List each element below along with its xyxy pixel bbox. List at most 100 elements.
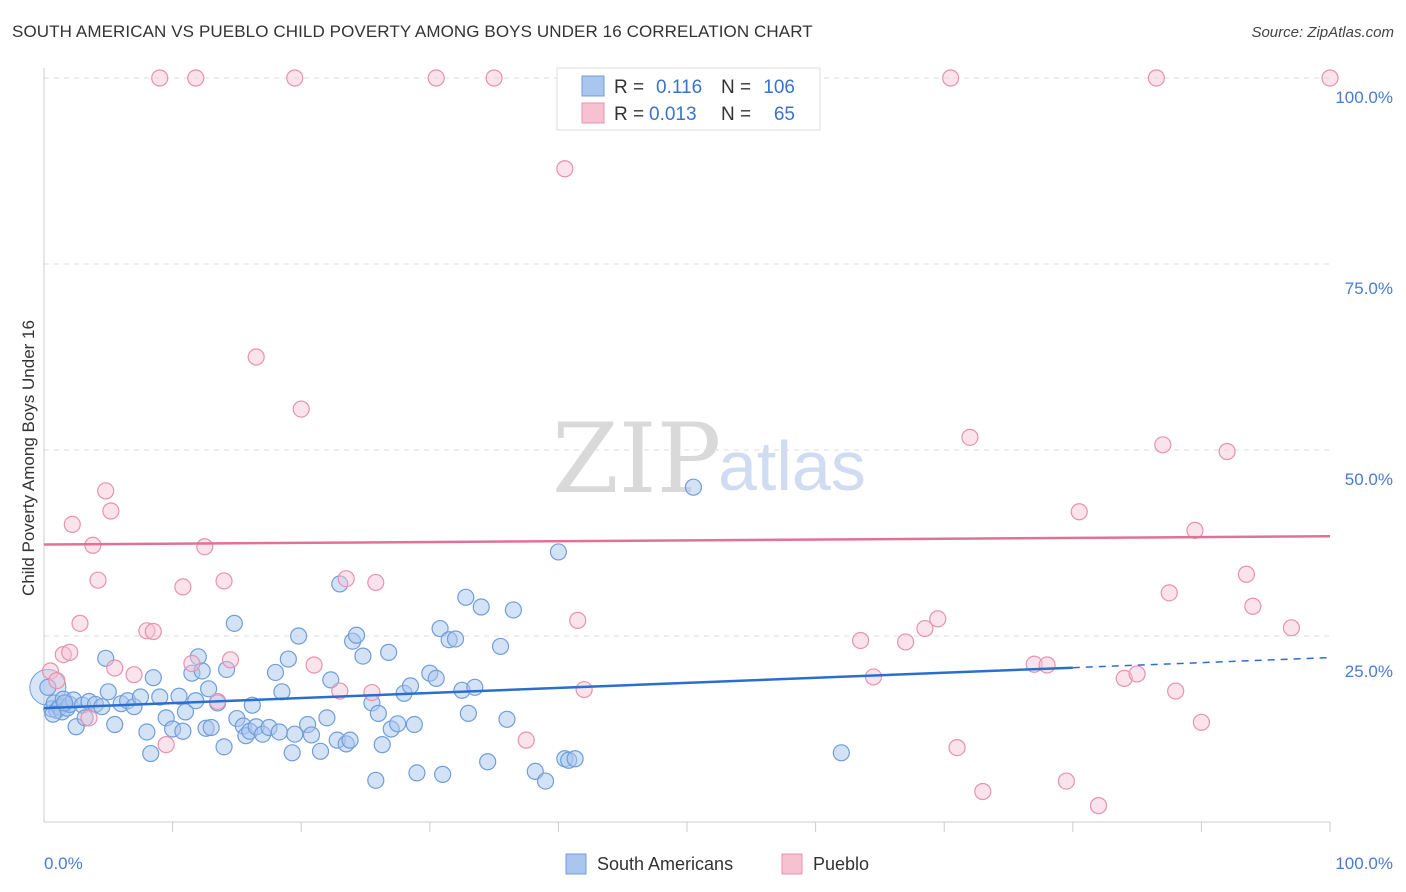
data-point-south-americans xyxy=(200,680,218,698)
data-point-pueblo xyxy=(1167,682,1185,700)
trend-line-south-americans xyxy=(43,666,1073,710)
data-point-pueblo xyxy=(569,611,587,629)
data-point-pueblo xyxy=(292,400,310,418)
data-point-south-americans xyxy=(459,704,477,722)
data-point-south-americans xyxy=(479,753,497,771)
data-point-pueblo xyxy=(187,69,205,87)
data-point-pueblo xyxy=(48,672,66,690)
data-point-south-americans xyxy=(354,647,372,665)
data-point-pueblo xyxy=(305,656,323,674)
y-tick-label-75: 75.0% xyxy=(1345,279,1393,298)
stats-r-value-2: 0.013 xyxy=(649,104,697,125)
data-point-pueblo xyxy=(948,738,966,757)
data-point-south-americans xyxy=(369,704,387,722)
data-point-south-americans xyxy=(131,688,150,706)
stats-n-label-2: N = xyxy=(721,104,751,125)
watermark-atlas: atlas xyxy=(718,427,866,505)
data-point-south-americans xyxy=(290,627,308,645)
data-point-pueblo xyxy=(1057,772,1075,790)
data-point-pueblo xyxy=(151,69,169,87)
legend-swatch-south-americans xyxy=(565,853,587,875)
stats-n-value-2: 65 xyxy=(774,104,795,125)
data-point-south-americans xyxy=(472,598,490,616)
data-point-pueblo xyxy=(427,69,445,87)
data-point-pueblo xyxy=(157,736,175,754)
data-point-pueblo xyxy=(1192,713,1211,731)
x-tick-label-max: 100.0% xyxy=(1335,854,1393,873)
data-point-pueblo xyxy=(1115,669,1133,688)
data-point-pueblo xyxy=(247,348,265,366)
y-tick-label-100: 100.0% xyxy=(1335,88,1393,107)
data-point-south-americans xyxy=(202,718,220,737)
data-point-pueblo xyxy=(916,619,934,638)
data-point-pueblo xyxy=(1070,503,1088,521)
data-point-south-americans xyxy=(311,742,330,760)
data-point-south-americans xyxy=(549,543,568,561)
data-point-pueblo xyxy=(897,633,915,651)
data-point-south-americans xyxy=(176,703,195,721)
data-point-south-americans xyxy=(174,722,192,740)
data-point-pueblo xyxy=(286,69,304,87)
x-tick-label-min: 0.0% xyxy=(44,854,83,873)
data-point-pueblo xyxy=(1038,656,1056,674)
data-point-south-americans xyxy=(431,619,449,638)
data-point-south-americans xyxy=(405,715,423,734)
data-point-pueblo xyxy=(363,683,381,702)
data-point-pueblo xyxy=(138,622,156,640)
data-point-pueblo xyxy=(61,643,79,661)
stats-r-value-1: 0.116 xyxy=(656,77,702,98)
data-point-pueblo xyxy=(174,578,192,596)
y-tick-label-50: 50.0% xyxy=(1345,470,1393,489)
stats-swatch-pink xyxy=(581,102,605,124)
data-point-pueblo xyxy=(41,662,60,680)
data-point-pueblo xyxy=(1128,665,1146,683)
data-point-pueblo xyxy=(54,645,72,664)
data-point-south-americans xyxy=(142,744,160,763)
data-point-south-americans xyxy=(170,687,188,705)
data-point-south-americans xyxy=(446,630,465,648)
data-point-pueblo xyxy=(71,614,89,632)
data-point-pueblo xyxy=(556,160,574,178)
data-point-pueblo xyxy=(575,680,593,699)
data-point-south-americans xyxy=(215,738,233,756)
stats-box: R = 0.116 N = 106 R = 0.013 N = 65 xyxy=(556,67,821,131)
data-point-south-americans xyxy=(832,744,850,762)
data-point-pueblo xyxy=(1244,597,1262,615)
data-point-pueblo xyxy=(337,570,355,588)
data-point-pueblo xyxy=(106,659,124,677)
series-pueblo xyxy=(41,69,1339,815)
y-tick-label-25: 25.0% xyxy=(1345,662,1393,681)
data-point-south-americans xyxy=(684,478,703,496)
data-point-pueblo xyxy=(974,782,992,801)
watermark-zip: ZIP xyxy=(552,403,721,515)
data-point-pueblo xyxy=(1160,584,1178,602)
data-point-south-americans xyxy=(283,744,301,762)
data-point-south-americans xyxy=(266,663,285,682)
legend-swatch-pueblo xyxy=(781,853,803,875)
data-point-south-americans xyxy=(373,736,391,754)
data-point-pueblo xyxy=(1089,797,1108,815)
y-tick-labels: 100.0% 75.0% 50.0% 25.0% xyxy=(1335,88,1393,681)
data-point-south-americans xyxy=(138,723,156,741)
data-point-pueblo xyxy=(1218,442,1236,461)
data-point-south-americans xyxy=(39,678,57,696)
data-point-south-americans xyxy=(427,669,445,688)
data-point-south-americans xyxy=(76,709,94,727)
trend-line-south-americans-extension xyxy=(1072,656,1331,669)
data-point-pueblo xyxy=(1147,69,1165,87)
data-point-pueblo xyxy=(63,515,81,534)
data-point-pueblo xyxy=(97,482,115,500)
data-point-pueblo xyxy=(1282,619,1301,637)
data-point-south-americans xyxy=(270,723,288,741)
legend-label-south-americans: South Americans xyxy=(597,854,733,874)
data-point-south-americans xyxy=(44,705,62,723)
trend-line-pueblo xyxy=(43,535,1331,546)
data-point-pueblo xyxy=(183,654,201,673)
stats-r-label-2: R = xyxy=(614,104,644,125)
data-point-pueblo xyxy=(221,651,240,669)
data-point-south-americans xyxy=(151,688,169,706)
data-point-south-americans xyxy=(144,669,162,687)
data-point-pueblo xyxy=(942,69,960,87)
data-point-pueblo xyxy=(485,69,503,87)
data-point-pueblo xyxy=(125,666,143,684)
